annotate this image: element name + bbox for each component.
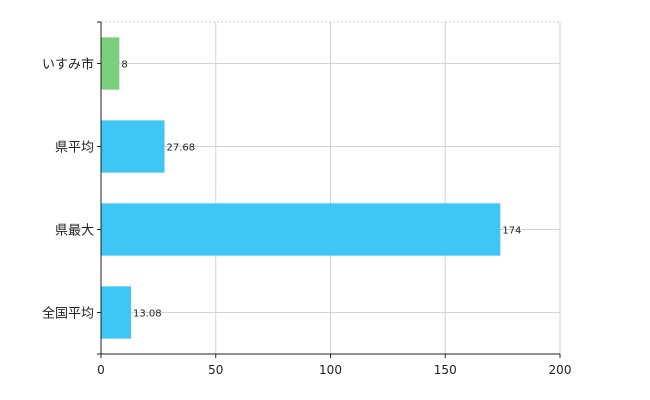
bar-1 xyxy=(101,120,165,173)
x-tick-label-3: 150 xyxy=(434,363,457,377)
x-tick-label-0: 0 xyxy=(97,363,105,377)
bar-2 xyxy=(101,203,501,256)
bar-3 xyxy=(101,286,132,339)
category-label-1: 県平均 xyxy=(55,141,94,156)
category-label-3: 全国平均 xyxy=(42,306,94,322)
grid-lines xyxy=(101,21,561,354)
bar-0 xyxy=(101,37,120,90)
data-label-1: 27.68 xyxy=(167,143,196,154)
data-label-0: 8 xyxy=(121,60,127,71)
data-label-2: 174 xyxy=(502,226,521,237)
x-tick-label-2: 100 xyxy=(319,363,342,377)
category-label-2: 県最大 xyxy=(55,224,94,239)
category-label-0: いすみ市 xyxy=(42,57,94,73)
data-label-3: 13.08 xyxy=(133,309,162,320)
x-tick-label-4: 200 xyxy=(549,363,572,377)
x-tick-label-1: 50 xyxy=(208,363,223,377)
axes xyxy=(97,21,561,358)
bars xyxy=(101,37,501,339)
